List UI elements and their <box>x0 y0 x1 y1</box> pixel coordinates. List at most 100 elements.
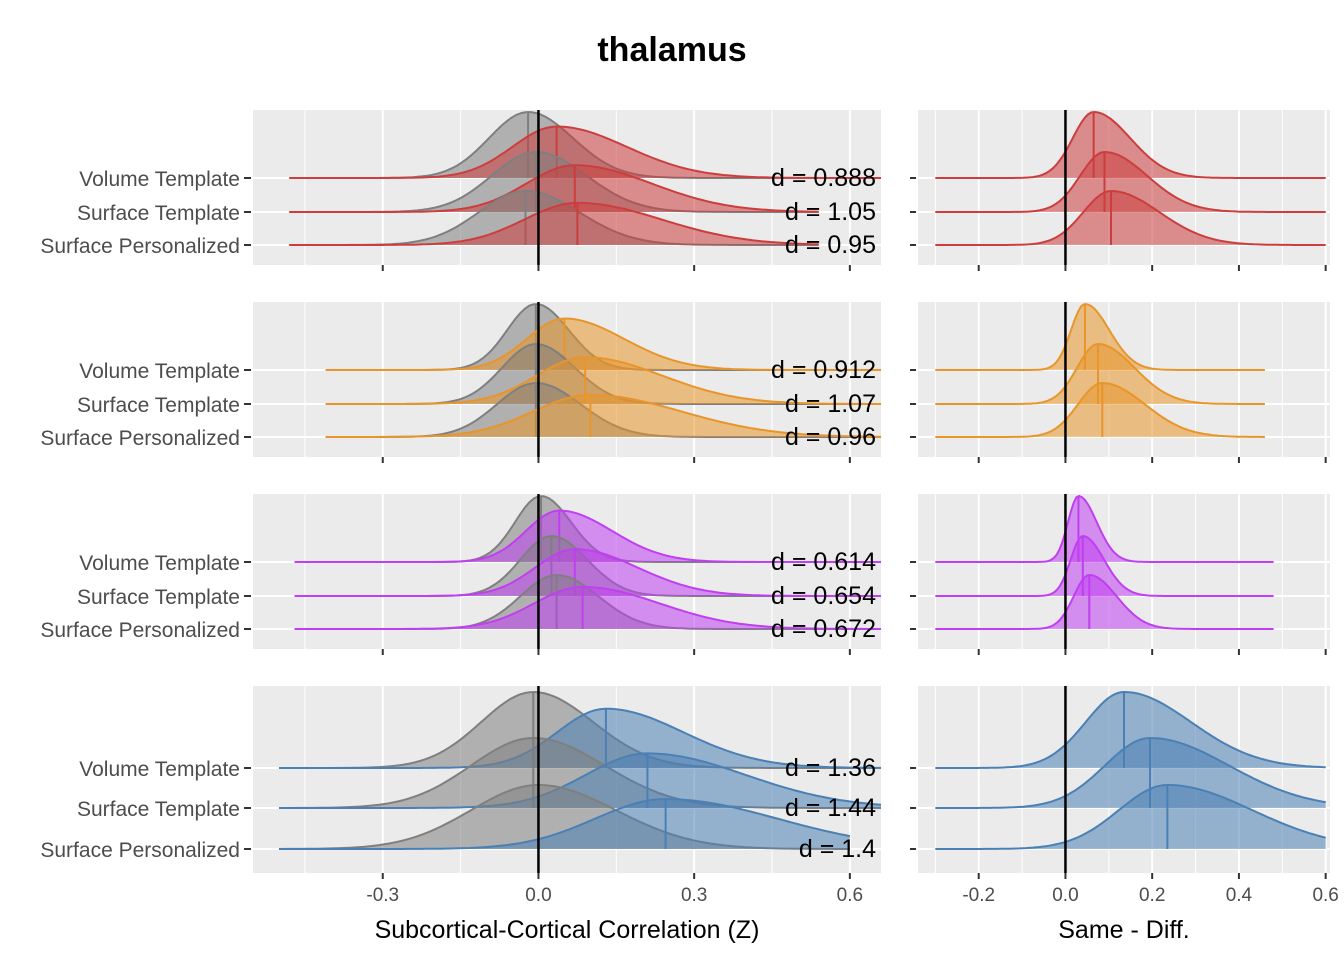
same-density-fill <box>325 394 881 437</box>
gap-density-outline <box>935 150 1326 213</box>
gap-density-outline <box>935 784 1326 850</box>
same-density-fill <box>325 318 881 370</box>
same-density-fill <box>325 357 881 404</box>
gap-density-outline <box>935 736 1326 809</box>
panel-row-3: d = 0.614 d = 0.654 d = 0.672 Volume Templa… <box>40 494 1330 649</box>
same-density-fill <box>289 165 819 212</box>
same-density-fill <box>289 202 819 245</box>
gap-density-fill <box>935 344 1265 404</box>
ridge-surface-template <box>325 342 1265 405</box>
left-x-tick-label: 0.3 <box>681 885 707 906</box>
effect-size-label: d = 1.44 <box>785 794 876 822</box>
category-label: Surface Template <box>77 586 240 609</box>
same-density-fill <box>294 549 881 596</box>
gap-density-outline <box>935 189 1326 246</box>
ridge-volume-template <box>325 303 1265 371</box>
gap-density-fill <box>935 112 1326 178</box>
ridge-volume-template <box>279 690 1326 769</box>
gap-density-outline <box>935 690 1326 769</box>
ridge-surface-template <box>289 150 1326 213</box>
left-x-tick-label: 0.0 <box>525 885 551 906</box>
gap-density-outline <box>935 303 1265 371</box>
same-density-outline <box>325 317 881 371</box>
effect-size-label: d = 1.07 <box>785 390 876 418</box>
ridge-surface-personalized <box>289 189 1326 246</box>
right-x-tick-label: 0.6 <box>1312 885 1338 906</box>
figure-title: thalamus <box>597 31 746 69</box>
gap-density-fill <box>935 496 1274 562</box>
effect-size-label: d = 0.912 <box>771 356 876 384</box>
panel-row-1: d = 0.888 d = 1.05 d = 0.95 Volume Template… <box>40 110 1330 265</box>
ridge-volume-template <box>294 494 1274 563</box>
same-density-outline <box>279 752 882 809</box>
gap-density-fill <box>935 152 1326 212</box>
gap-density-fill <box>935 383 1265 437</box>
effect-size-label: d = 0.888 <box>771 164 876 192</box>
gap-density-fill <box>935 692 1326 768</box>
gap-density-outline <box>935 381 1265 438</box>
left-x-tick-label: -0.3 <box>366 885 399 906</box>
category-label: Volume Template <box>79 552 240 575</box>
same-density-outline <box>279 798 851 850</box>
right-x-tick-label: 0.0 <box>1052 885 1078 906</box>
effect-size-label: d = 0.614 <box>771 548 876 576</box>
right-x-tick-label: -0.2 <box>962 885 995 906</box>
same-density-outline <box>294 585 881 630</box>
same-density-fill <box>279 753 881 808</box>
effect-size-label: d = 0.672 <box>771 615 876 643</box>
left-x-axis-label: Subcortical-Cortical Correlation (Z) <box>375 916 760 944</box>
gap-density-fill <box>935 575 1274 629</box>
category-label: Surface Personalized <box>40 619 240 642</box>
panels-layer: d = 0.888 d = 1.05 d = 0.95 Volume Template… <box>40 110 1330 873</box>
gap-density-fill <box>935 304 1265 370</box>
gap-density-outline <box>935 535 1274 597</box>
category-label: Surface Personalized <box>40 839 240 862</box>
right-x-tick-label: 0.2 <box>1139 885 1165 906</box>
diff-density-fill <box>279 785 850 849</box>
category-label: Volume Template <box>79 758 240 781</box>
same-density-outline <box>325 356 881 405</box>
ridge-surface-personalized <box>294 573 1274 630</box>
left-x-tick-label: 0.6 <box>837 885 863 906</box>
category-label: Surface Template <box>77 394 240 417</box>
x-axes-layer: -0.3 0.0 0.3 0.6 -0.2 0.0 0.2 0.4 0.6 <box>366 265 1339 906</box>
effect-size-label: d = 1.05 <box>785 198 876 226</box>
panel-row-2: d = 0.912 d = 1.07 d = 0.96 Volume Template… <box>40 302 1330 457</box>
effect-size-label: d = 1.36 <box>785 754 876 782</box>
gap-density-outline <box>935 494 1274 563</box>
right-x-axis-label: Same - Diff. <box>1058 916 1190 944</box>
effect-size-label: d = 0.95 <box>785 231 876 259</box>
category-label: Volume Template <box>79 168 240 191</box>
ridge-surface-personalized <box>325 381 1265 438</box>
gap-density-fill <box>935 191 1326 245</box>
category-label: Surface Template <box>77 202 240 225</box>
same-density-fill <box>289 126 881 178</box>
same-density-outline <box>294 509 881 563</box>
same-density-fill <box>279 708 881 768</box>
gap-density-outline <box>935 110 1326 179</box>
same-density-outline <box>289 164 819 213</box>
category-label: Volume Template <box>79 360 240 383</box>
right-x-tick-label: 0.4 <box>1226 885 1253 906</box>
effect-size-label: d = 0.654 <box>771 582 876 610</box>
same-density-fill <box>279 799 850 849</box>
category-label: Surface Template <box>77 798 240 821</box>
same-density-fill <box>294 586 881 629</box>
effect-size-label: d = 1.4 <box>799 835 876 863</box>
category-label: Surface Personalized <box>40 427 240 450</box>
gap-density-fill <box>935 738 1326 808</box>
gap-density-outline <box>935 342 1265 405</box>
gap-density-fill <box>935 785 1326 849</box>
same-density-fill <box>294 510 881 562</box>
gap-density-fill <box>935 536 1274 596</box>
same-density-outline <box>279 707 881 769</box>
same-density-outline <box>289 201 819 246</box>
category-label: Surface Personalized <box>40 235 240 258</box>
panel-row-4: d = 1.36 d = 1.44 d = 1.4 Volume Template Su… <box>40 686 1330 873</box>
same-density-outline <box>294 548 881 597</box>
gap-density-outline <box>935 573 1274 630</box>
effect-size-label: d = 0.96 <box>785 423 876 451</box>
same-density-outline <box>325 393 881 438</box>
same-density-outline <box>289 125 881 179</box>
